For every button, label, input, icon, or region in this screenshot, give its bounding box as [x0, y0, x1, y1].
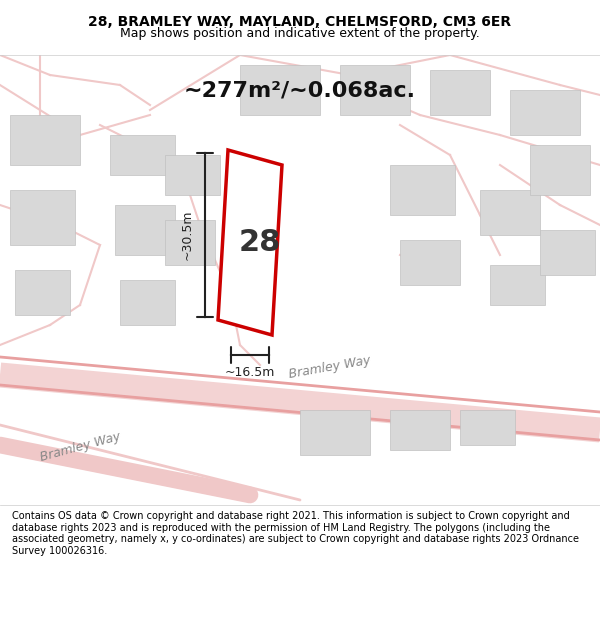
Bar	[300, 410, 370, 455]
Bar	[110, 135, 175, 175]
Text: Bramley Way: Bramley Way	[288, 353, 372, 381]
Bar	[340, 65, 410, 115]
Bar	[390, 410, 450, 450]
Bar	[15, 270, 70, 315]
Bar	[490, 265, 545, 305]
Text: ~30.5m: ~30.5m	[181, 210, 193, 260]
Bar	[10, 115, 80, 165]
Bar	[390, 165, 455, 215]
Bar	[165, 220, 215, 265]
Text: ~16.5m: ~16.5m	[225, 366, 275, 379]
Bar	[10, 190, 75, 245]
Bar	[540, 230, 595, 275]
Bar	[240, 65, 320, 115]
Polygon shape	[218, 150, 282, 335]
Bar	[430, 70, 490, 115]
Bar	[460, 410, 515, 445]
Bar	[120, 280, 175, 325]
Text: Contains OS data © Crown copyright and database right 2021. This information is : Contains OS data © Crown copyright and d…	[12, 511, 579, 556]
Text: ~277m²/~0.068ac.: ~277m²/~0.068ac.	[184, 80, 416, 100]
Text: Bramley Way: Bramley Way	[38, 430, 122, 464]
Bar	[400, 240, 460, 285]
Bar	[165, 155, 220, 195]
Text: 28: 28	[239, 228, 281, 257]
Bar	[480, 190, 540, 235]
Bar	[510, 90, 580, 135]
Text: 28, BRAMLEY WAY, MAYLAND, CHELMSFORD, CM3 6ER: 28, BRAMLEY WAY, MAYLAND, CHELMSFORD, CM…	[88, 16, 512, 29]
Bar	[115, 205, 175, 255]
Bar	[530, 145, 590, 195]
Text: Map shows position and indicative extent of the property.: Map shows position and indicative extent…	[120, 27, 480, 39]
